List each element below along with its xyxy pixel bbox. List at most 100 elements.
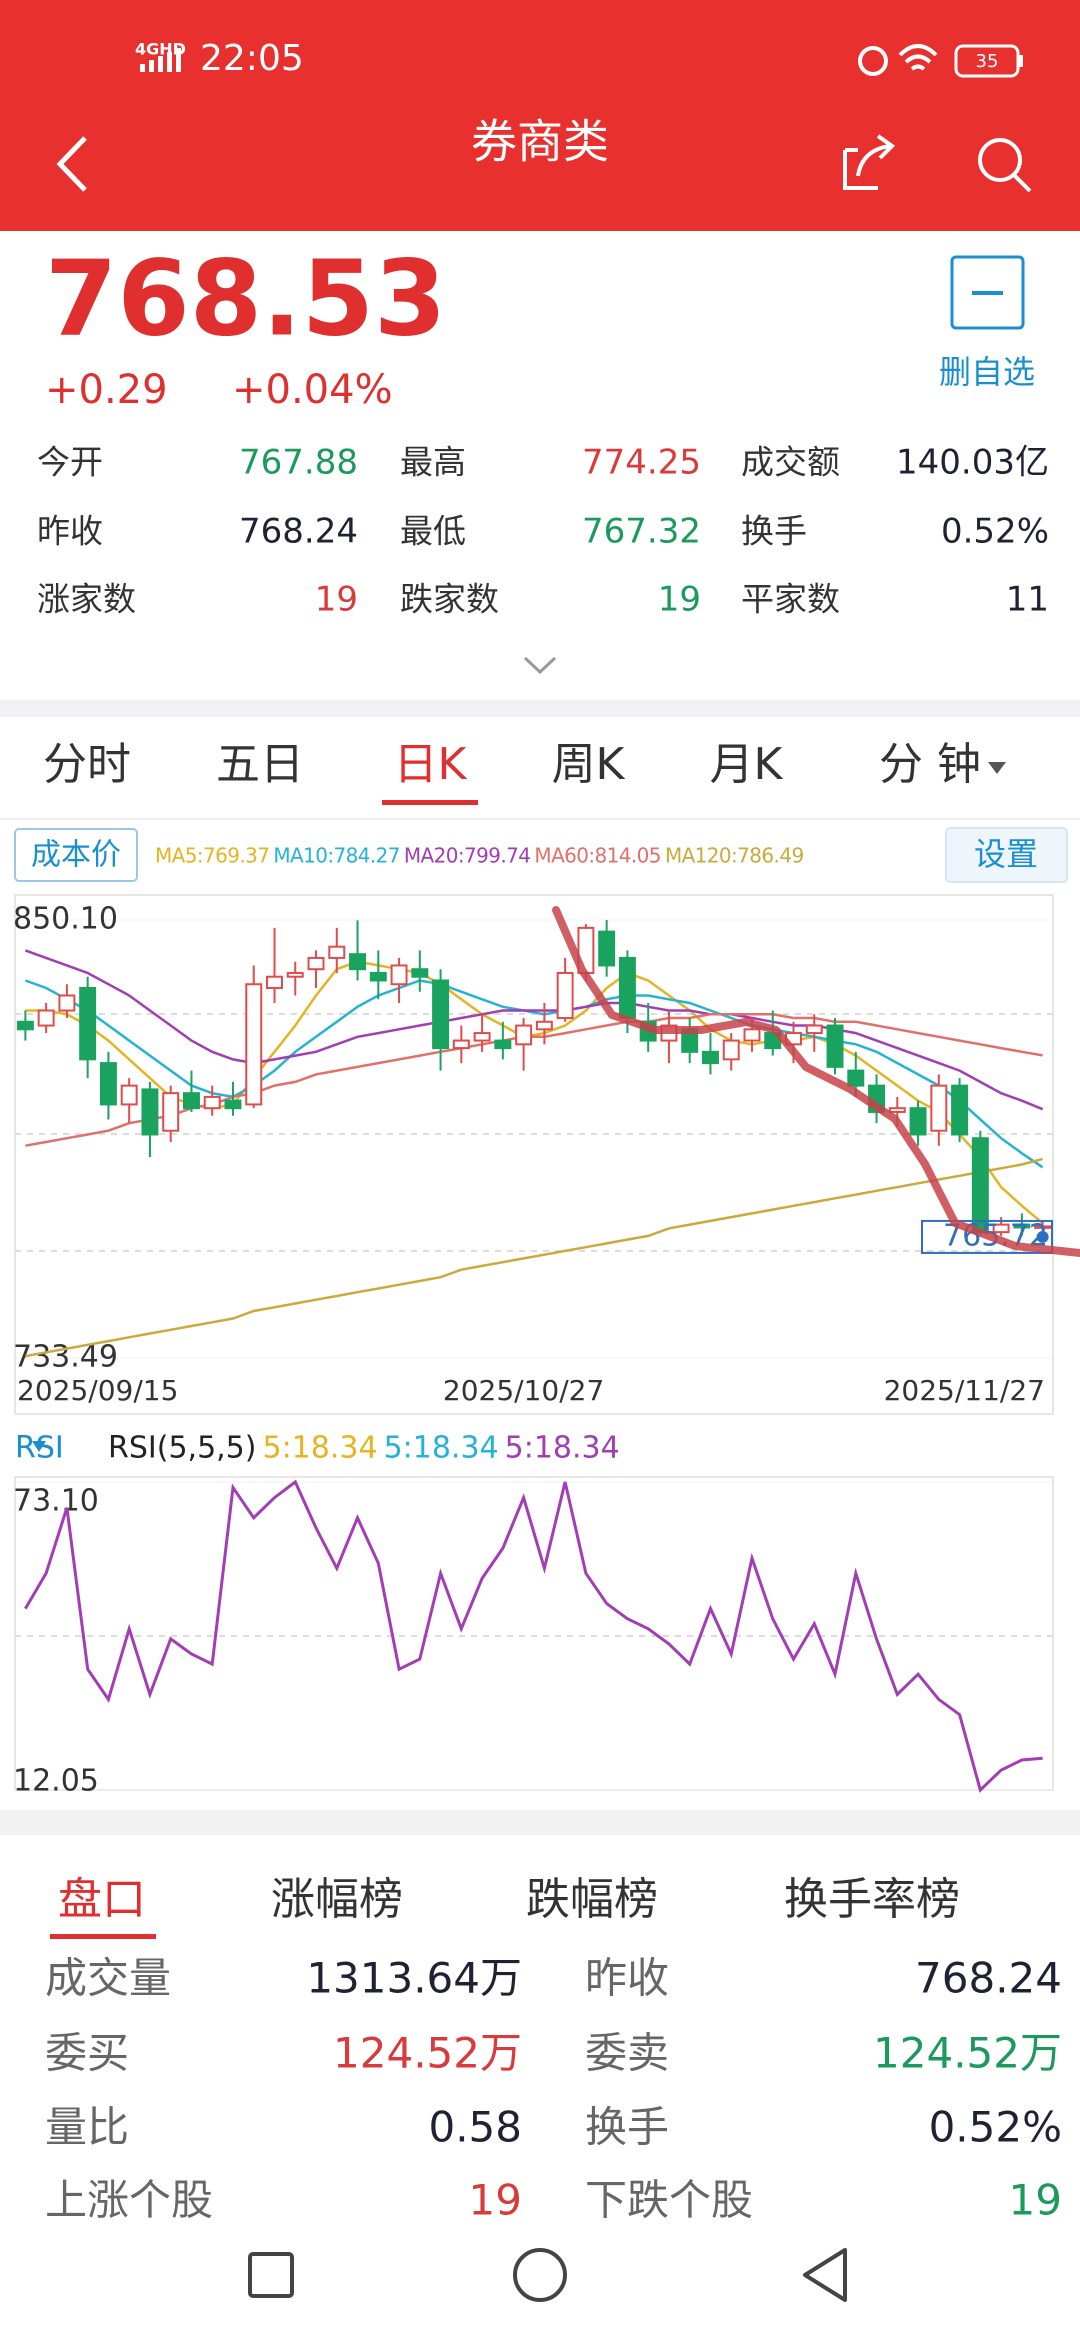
recents-button[interactable] <box>248 2252 294 2298</box>
candle-body <box>992 1223 1010 1234</box>
candle-body <box>535 1020 553 1031</box>
x-tick-label: 2025/11/27 <box>884 1374 1045 1407</box>
candle-body <box>120 1084 138 1106</box>
market-tab[interactable]: 盘口 <box>58 1874 146 1925</box>
table-value: 124.52万 <box>333 2029 522 2078</box>
candle-body <box>722 1039 740 1061</box>
stat-value: 774.25 <box>582 443 701 483</box>
price-change-pct: +0.04% <box>232 367 393 413</box>
stat-value: 767.32 <box>582 512 701 552</box>
battery-level: 35 <box>976 51 999 72</box>
y-tick-label: 73.10 <box>13 1484 99 1519</box>
candle-body <box>909 1107 927 1136</box>
x-tick-label: 2025/09/15 <box>17 1374 178 1407</box>
candle-body <box>452 1039 470 1050</box>
candle-body <box>349 953 367 971</box>
watch-label[interactable]: 删自选 <box>939 353 1035 391</box>
home-button[interactable] <box>513 2248 567 2302</box>
candle-body <box>203 1095 221 1110</box>
clock: 22:05 <box>200 38 304 79</box>
candle-body <box>328 945 346 959</box>
share-button[interactable] <box>843 134 896 190</box>
candle-body <box>951 1084 969 1136</box>
candle-body <box>494 1039 512 1050</box>
low-label-box <box>921 1219 1053 1254</box>
candle-body <box>286 971 304 978</box>
stat-value: 19 <box>658 580 701 620</box>
candle-body <box>411 968 429 978</box>
back-button[interactable] <box>56 136 87 192</box>
candle-body <box>473 1032 491 1042</box>
period-tab[interactable]: 周K <box>552 739 626 790</box>
stat-value: 768.24 <box>239 512 358 552</box>
expand-chevron[interactable] <box>523 656 557 675</box>
market-tab[interactable]: 换手率榜 <box>784 1874 960 1925</box>
ma-line <box>25 1157 1043 1358</box>
candle-body <box>930 1084 948 1132</box>
candle-body <box>515 1024 533 1046</box>
period-tab[interactable]: 五日 <box>216 739 304 790</box>
indicator-button[interactable]: RSI <box>15 1431 64 1466</box>
stat-value: 19 <box>315 580 358 620</box>
candle-body <box>743 1028 761 1042</box>
candle-body <box>390 964 408 986</box>
settings-button[interactable]: 设置 <box>974 835 1038 873</box>
page-title: 券商类 <box>471 115 609 169</box>
candle-body <box>99 1062 117 1106</box>
rsi-dropdown[interactable] <box>32 1441 46 1452</box>
market-tab[interactable]: 跌幅榜 <box>526 1874 658 1925</box>
settings-button-box[interactable] <box>945 827 1068 883</box>
legend-entry: MA60:814.05 <box>534 844 661 868</box>
alarm-icon <box>858 46 888 76</box>
watch-icon[interactable] <box>950 255 1025 330</box>
table-value: 19 <box>1009 2176 1062 2225</box>
dropdown-arrow[interactable] <box>988 762 1006 774</box>
period-tab[interactable]: 月K <box>710 739 784 790</box>
table-label: 委买 <box>45 2029 129 2078</box>
stat-label: 换手 <box>741 512 807 551</box>
candle-body <box>618 956 636 1020</box>
candle-body <box>266 975 283 989</box>
watch-button[interactable]: 删自选 <box>939 255 1035 391</box>
kline-grid <box>15 1013 1053 1252</box>
table-label: 成交量 <box>45 1954 171 2003</box>
stat-value: 0.52% <box>941 512 1049 552</box>
header-bar <box>0 0 1080 231</box>
candle-body <box>369 971 387 982</box>
hand-drawn-annotation <box>552 906 1080 1257</box>
stat-label: 涨家数 <box>37 580 136 619</box>
table-value: 19 <box>469 2176 522 2225</box>
table-label: 昨收 <box>585 1954 669 2003</box>
navigation-bar <box>0 2218 1080 2340</box>
active-tab-underline <box>382 800 478 805</box>
cost-button[interactable]: 成本价 <box>31 838 121 873</box>
separator <box>0 700 1080 717</box>
x-tick-label: 2025/10/27 <box>443 1374 604 1407</box>
candle-body <box>245 983 263 1106</box>
wifi-icon <box>898 44 938 71</box>
market-tab[interactable]: 涨幅榜 <box>271 1874 403 1925</box>
candle-body <box>432 979 450 1050</box>
period-tab[interactable]: 分时 <box>43 739 131 790</box>
period-tab[interactable]: 分 钟 <box>879 739 981 790</box>
candle-body <box>1013 1223 1031 1229</box>
period-tab[interactable]: 日K <box>394 739 468 790</box>
last-price: 768.53 <box>45 237 446 359</box>
stat-label: 今开 <box>37 443 103 482</box>
minus-sign[interactable] <box>972 291 1003 295</box>
y-tick-label: 733.49 <box>13 1340 118 1375</box>
candle-body <box>1034 1225 1052 1229</box>
candle-body <box>888 1107 906 1113</box>
back-nav-button[interactable] <box>803 2248 847 2302</box>
candle-body <box>79 986 97 1061</box>
search-button[interactable] <box>978 138 1032 193</box>
table-value: 0.52% <box>929 2103 1062 2152</box>
legend-entry: MA20:799.74 <box>404 844 531 868</box>
y-tick-label: 850.10 <box>13 902 118 937</box>
stat-label: 最低 <box>400 512 466 551</box>
cost-button-box[interactable] <box>14 828 138 882</box>
price-change: +0.29 <box>45 367 168 413</box>
stat-label: 成交额 <box>741 443 840 482</box>
